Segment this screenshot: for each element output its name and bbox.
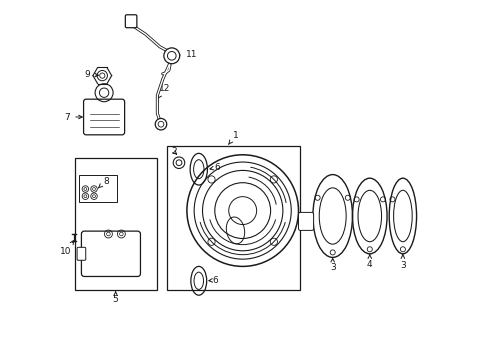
Text: 4: 4 xyxy=(366,255,372,269)
Text: 3: 3 xyxy=(399,255,405,270)
Text: 3: 3 xyxy=(329,258,335,272)
FancyBboxPatch shape xyxy=(81,231,140,276)
Text: 8: 8 xyxy=(98,177,108,188)
Bar xyxy=(167,146,300,290)
Circle shape xyxy=(163,48,179,64)
Text: 9: 9 xyxy=(84,70,98,79)
Text: 11: 11 xyxy=(175,50,197,59)
FancyBboxPatch shape xyxy=(125,15,137,28)
Text: 10: 10 xyxy=(60,241,74,256)
FancyBboxPatch shape xyxy=(77,247,85,260)
FancyBboxPatch shape xyxy=(298,212,313,230)
Bar xyxy=(75,158,157,290)
Text: 6: 6 xyxy=(209,163,219,172)
Text: 2: 2 xyxy=(171,148,177,157)
Text: 6: 6 xyxy=(208,276,218,284)
Text: 1: 1 xyxy=(228,131,238,144)
Circle shape xyxy=(155,118,166,130)
Text: 12: 12 xyxy=(158,84,170,98)
Text: 7: 7 xyxy=(64,112,82,122)
Text: 5: 5 xyxy=(113,292,118,304)
Bar xyxy=(79,175,117,202)
FancyBboxPatch shape xyxy=(83,99,124,135)
